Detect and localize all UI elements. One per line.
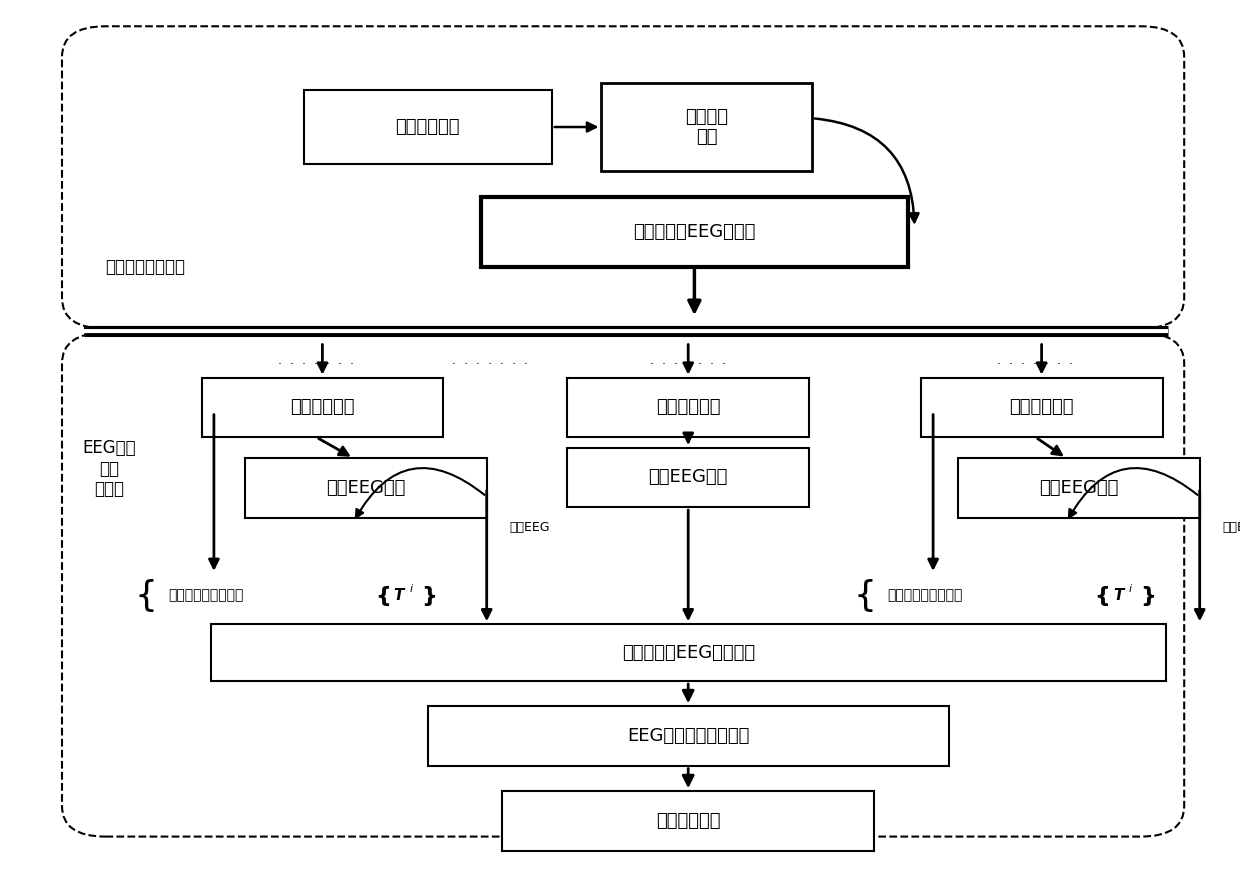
Text: 截取EEG: 截取EEG — [510, 521, 551, 533]
FancyBboxPatch shape — [568, 448, 810, 507]
Text: }: } — [420, 586, 436, 605]
Text: 负性表情变化的起点: 负性表情变化的起点 — [887, 589, 962, 603]
Text: ·  ·  ·  ·  ·  ·  ·: · · · · · · · — [451, 358, 528, 371]
Text: T: T — [1112, 588, 1123, 604]
Text: 中性表情情绪: 中性表情情绪 — [656, 399, 720, 416]
FancyBboxPatch shape — [244, 458, 486, 518]
Text: EEG情绪
数据
预处理: EEG情绪 数据 预处理 — [82, 439, 136, 498]
Text: {: { — [134, 579, 157, 612]
FancyBboxPatch shape — [62, 26, 1184, 328]
Text: T: T — [394, 588, 404, 604]
FancyBboxPatch shape — [502, 791, 874, 851]
Text: 面部表情、EEG信息库: 面部表情、EEG信息库 — [634, 223, 755, 241]
Text: 预处理后的EEG情绪数据: 预处理后的EEG情绪数据 — [621, 644, 755, 661]
Text: ·  ·  ·  ·  ·  ·  ·: · · · · · · · — [997, 358, 1074, 371]
Text: 情绪刺激材料: 情绪刺激材料 — [396, 118, 460, 136]
Text: i: i — [1128, 583, 1132, 594]
Text: {: { — [853, 579, 877, 612]
Text: 正性EEG情绪: 正性EEG情绪 — [326, 479, 405, 497]
Text: 负性EEG情绪: 负性EEG情绪 — [1039, 479, 1118, 497]
Text: 中性EEG情绪: 中性EEG情绪 — [649, 469, 728, 486]
FancyBboxPatch shape — [201, 378, 444, 437]
FancyBboxPatch shape — [957, 458, 1200, 518]
Text: {: { — [374, 586, 391, 605]
FancyBboxPatch shape — [481, 197, 908, 267]
FancyBboxPatch shape — [62, 333, 1184, 837]
FancyBboxPatch shape — [304, 90, 552, 165]
FancyBboxPatch shape — [601, 83, 812, 171]
Text: 正性表情情绪: 正性表情情绪 — [290, 399, 355, 416]
Text: {: { — [1094, 586, 1110, 605]
Text: 同步情绪数据采集: 同步情绪数据采集 — [105, 258, 186, 276]
Text: 负性表情情绪: 负性表情情绪 — [1009, 399, 1074, 416]
FancyBboxPatch shape — [920, 378, 1163, 437]
Text: ·  ·  ·  ·  ·  ·  ·: · · · · · · · — [278, 358, 355, 371]
Text: ·  ·  ·  ·  ·  ·  ·: · · · · · · · — [650, 358, 727, 371]
Text: 截取EEG: 截取EEG — [1223, 521, 1240, 533]
FancyBboxPatch shape — [428, 706, 949, 766]
Text: i: i — [409, 583, 413, 594]
Text: }: } — [1140, 586, 1156, 605]
FancyBboxPatch shape — [568, 378, 810, 437]
FancyBboxPatch shape — [211, 624, 1166, 682]
Text: 情绪分类结果: 情绪分类结果 — [656, 812, 720, 830]
Text: 正性表情变化的起点: 正性表情变化的起点 — [169, 589, 243, 603]
Text: 情绪刺激
文件: 情绪刺激 文件 — [686, 108, 728, 146]
Text: EEG情绪数据分类算法: EEG情绪数据分类算法 — [627, 727, 749, 745]
